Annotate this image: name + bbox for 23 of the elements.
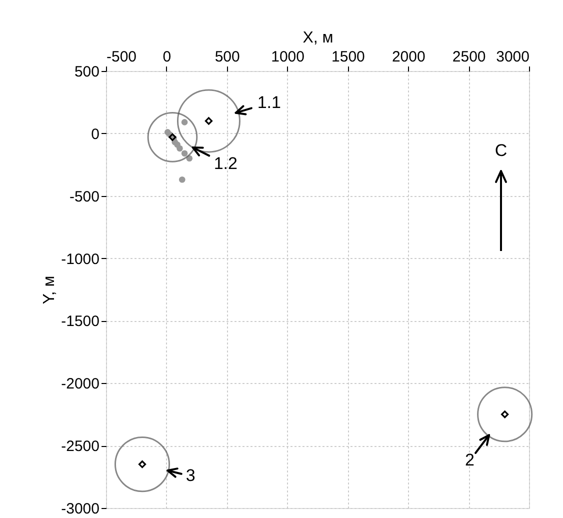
x-tick-label: 500 — [214, 48, 240, 66]
x-tick-label: 1000 — [271, 48, 304, 66]
x-tick-label: 1500 — [332, 48, 365, 66]
y-tick-label: -3000 — [61, 500, 100, 518]
annotation: 1.2 — [214, 154, 238, 174]
x-tick-label: 2000 — [392, 48, 426, 66]
y-tick-label: -1500 — [61, 313, 100, 330]
x-tick-label: 3000 — [496, 48, 530, 66]
y-tick-label: -2000 — [61, 376, 100, 393]
x-tick-label: 0 — [162, 48, 172, 66]
annotation: С — [494, 141, 508, 160]
y-axis-title: Y, м — [41, 276, 58, 304]
annotation: 2 — [465, 450, 475, 470]
y-tick-label: -1000 — [61, 250, 100, 268]
y-tick-label: -2500 — [61, 438, 100, 456]
y-tick-label: 500 — [74, 64, 100, 80]
y-tick-label: 0 — [91, 126, 100, 143]
y-tick-label: -500 — [69, 188, 100, 206]
x-tick-label: -500 — [106, 48, 137, 66]
x-axis-title: X, м — [302, 30, 334, 46]
x-tick-label: 2500 — [452, 48, 486, 66]
annotation: 1.1 — [257, 92, 281, 112]
annotation: 3 — [186, 466, 196, 486]
